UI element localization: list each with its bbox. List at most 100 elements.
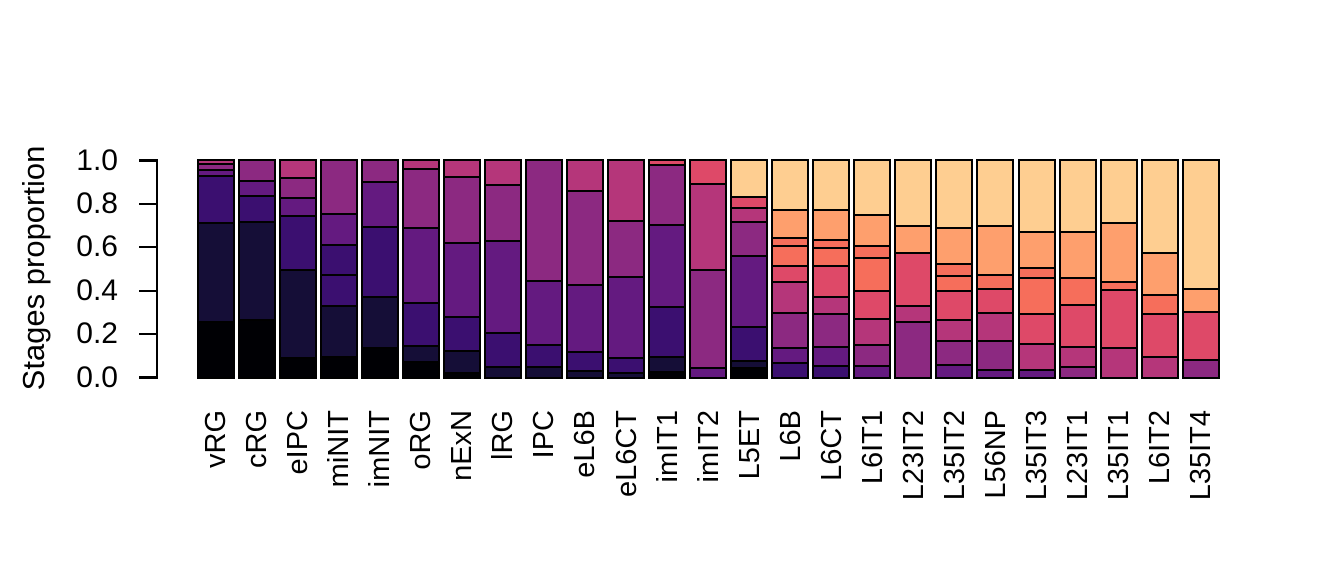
bar-segment-stage-9 xyxy=(773,210,808,239)
bar-segment-stage-7 xyxy=(691,161,726,185)
bar-segment-stage-1 xyxy=(280,358,315,377)
bar-segment-stage-9 xyxy=(896,226,931,254)
x-tick-label-text: oRG xyxy=(405,410,438,470)
x-tick-label-text: imIT2 xyxy=(692,410,725,483)
bar-segment-stage-3 xyxy=(444,317,479,353)
bar-segment-stage-6 xyxy=(1019,344,1054,371)
bar-segment-stage-8 xyxy=(1019,269,1054,279)
y-tick-mark xyxy=(139,202,157,206)
bar-segment-stage-6 xyxy=(814,298,849,316)
y-tick-label: 0.8 xyxy=(76,186,118,220)
y-tick-label: 0.6 xyxy=(76,230,118,264)
bar-segment-stage-8 xyxy=(978,275,1013,290)
bar-L6IT2 xyxy=(1140,159,1179,379)
bar-segment-stage-8 xyxy=(773,247,808,267)
bar-segment-stage-5 xyxy=(855,345,890,368)
bar-segment-stage-1 xyxy=(239,320,274,377)
x-tick-label-text: IPC xyxy=(528,410,561,459)
bar-segment-stage-6 xyxy=(978,314,1013,343)
bar-segment-stage-8 xyxy=(855,247,890,260)
x-tick-label-text: eL6B xyxy=(569,410,602,478)
bar-segment-stage-4 xyxy=(526,281,561,346)
bar-segment-stage-6 xyxy=(896,306,931,323)
bar-segment-stage-8 xyxy=(1060,278,1095,306)
bar-segment-stage-9 xyxy=(937,229,972,265)
bar-segment-stage-6 xyxy=(1142,357,1177,377)
bar-oRG xyxy=(401,159,440,379)
bar-segment-stage-4 xyxy=(444,244,479,318)
x-tick-label-text: imIT1 xyxy=(651,410,684,483)
bar-segment-stage-6 xyxy=(198,161,233,166)
bar-segment-stage-5 xyxy=(896,323,931,377)
bar-segment-stage-10 xyxy=(1101,161,1136,224)
bar-segment-stage-2 xyxy=(239,222,274,321)
bar-segment-stage-5 xyxy=(526,161,561,282)
bar-segment-stage-8 xyxy=(814,240,849,249)
y-tick-label: 0.4 xyxy=(76,273,118,307)
bar-segment-stage-6 xyxy=(444,161,479,179)
x-tick-label-text: L56NP xyxy=(979,410,1012,499)
x-tick-label-text: vRG xyxy=(200,410,232,468)
bar-segment-stage-3 xyxy=(403,303,438,347)
bar-segment-stage-4 xyxy=(814,347,849,368)
bar-segment-stage-10 xyxy=(1183,161,1218,290)
y-tick-label: 0.2 xyxy=(76,317,118,351)
bar-segment-stage-1 xyxy=(362,348,397,377)
bar-segment-stage-4 xyxy=(609,277,643,359)
bar-segment-stage-4 xyxy=(732,257,767,329)
bar-segment-stage-9 xyxy=(1183,289,1218,314)
bar-segment-stage-7 xyxy=(732,197,767,209)
bar-segment-stage-3 xyxy=(321,275,356,307)
bar-segment-stage-4 xyxy=(650,225,684,308)
bar-segment-stage-3 xyxy=(198,177,233,224)
bar-segment-stage-4 xyxy=(1019,370,1054,377)
bar-segment-stage-8 xyxy=(1142,296,1177,316)
bar-segment-stage-2 xyxy=(403,346,438,363)
bar-segment-stage-4 xyxy=(855,367,890,377)
bar-L23IT2 xyxy=(894,159,933,379)
y-tick-mark xyxy=(139,246,157,249)
bar-segment-stage-7 xyxy=(1101,290,1136,349)
bar-segment-stage-6 xyxy=(773,283,808,315)
bar-segment-stage-4 xyxy=(773,348,808,365)
bar-segment-stage-4 xyxy=(978,370,1013,377)
bar-segment-stage-1 xyxy=(650,372,684,377)
bar-segment-stage-7 xyxy=(814,266,849,299)
x-tick-label-text: L5ET xyxy=(733,410,766,480)
bar-segment-stage-8 xyxy=(773,238,808,248)
bar-segment-stage-5 xyxy=(239,161,274,182)
bar-segment-stage-5 xyxy=(978,342,1013,371)
bar-segment-stage-3 xyxy=(609,358,643,374)
x-tick-label-text: L35IT2 xyxy=(938,410,971,501)
y-tick-label: 1.0 xyxy=(76,143,118,177)
bar-segment-stage-7 xyxy=(896,253,931,307)
bar-vRG xyxy=(196,159,235,379)
bar-segment-stage-2 xyxy=(280,271,315,359)
bar-segment-stage-4 xyxy=(485,242,520,334)
bar-segment-stage-10 xyxy=(937,161,972,230)
bar-segment-stage-5 xyxy=(773,314,808,349)
bar-segment-stage-9 xyxy=(978,226,1013,276)
bar-segment-stage-9 xyxy=(1101,223,1136,284)
bar-segment-stage-8 xyxy=(937,276,972,292)
bar-L6B xyxy=(771,159,810,379)
bar-eL6B xyxy=(566,159,604,379)
x-tick-label-text: eL6CT xyxy=(610,410,643,498)
y-tick-mark xyxy=(139,332,157,336)
bar-L35IT4 xyxy=(1181,159,1220,379)
bar-segment-stage-3 xyxy=(732,328,767,362)
bar-segment-stage-10 xyxy=(814,161,849,211)
bar-segment-stage-10 xyxy=(978,161,1013,227)
bar-imNIT xyxy=(360,159,399,379)
bar-segment-stage-8 xyxy=(1101,283,1136,291)
bar-segment-stage-7 xyxy=(773,266,808,284)
bar-segment-stage-4 xyxy=(568,286,602,354)
bar-segment-stage-9 xyxy=(1060,233,1095,279)
x-tick-label-text: L6CT xyxy=(815,410,848,481)
bar-segment-stage-3 xyxy=(650,307,684,358)
bar-segment-stage-6 xyxy=(568,161,602,193)
bar-segment-stage-8 xyxy=(814,248,849,267)
bar-segment-stage-8 xyxy=(855,259,890,292)
bar-segment-stage-5 xyxy=(1183,360,1218,377)
bar-segment-stage-3 xyxy=(568,353,602,372)
